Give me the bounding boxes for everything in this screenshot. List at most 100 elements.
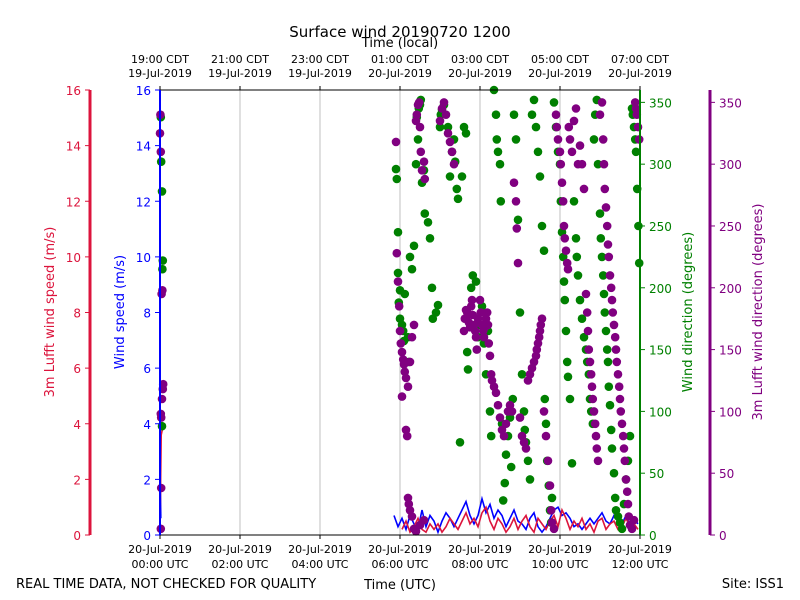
data-point <box>156 157 166 166</box>
data-point <box>493 400 503 410</box>
data-point <box>583 326 593 336</box>
data-point <box>396 339 406 348</box>
data-point <box>607 444 617 453</box>
x-tick-label: 02:00 UTC <box>211 558 268 571</box>
data-point <box>601 326 611 336</box>
data-point <box>498 496 508 505</box>
y-tick-label: 0 <box>143 529 151 543</box>
x-tick-label: 20-Jul-2019 <box>608 543 672 556</box>
y-tick-label: 14 <box>136 140 151 154</box>
y-tick-label: 150 <box>719 344 742 358</box>
data-point <box>600 184 610 194</box>
data-point <box>608 308 618 317</box>
data-point <box>561 246 571 255</box>
data-point <box>561 326 571 336</box>
data-point <box>588 394 598 404</box>
top-tick-label: 19-Jul-2019 <box>208 67 272 80</box>
data-point <box>506 462 516 472</box>
data-point <box>157 394 167 404</box>
data-point <box>604 382 614 392</box>
data-point <box>553 135 563 144</box>
data-point <box>611 345 621 354</box>
data-point <box>156 413 166 422</box>
top-tick-label: 07:00 CDT <box>611 53 669 66</box>
data-point <box>414 98 424 107</box>
data-point <box>392 248 402 258</box>
data-point <box>610 493 620 503</box>
data-point <box>571 104 581 113</box>
data-point <box>552 122 562 132</box>
data-point <box>598 271 608 280</box>
data-point <box>621 475 631 484</box>
data-point <box>598 135 608 144</box>
data-point <box>419 515 429 525</box>
data-point <box>616 407 626 416</box>
data-point <box>560 295 570 305</box>
data-point <box>397 347 407 357</box>
data-point <box>158 379 168 389</box>
data-point <box>519 407 529 416</box>
data-point <box>393 268 403 278</box>
y-tick-label: 150 <box>649 344 672 358</box>
data-point <box>604 252 614 262</box>
data-point <box>605 271 615 280</box>
y-tick-label: 4 <box>143 418 151 432</box>
data-point <box>507 407 517 416</box>
top-tick-label: 20-Jul-2019 <box>528 67 592 80</box>
data-point <box>495 413 505 422</box>
data-point <box>596 234 606 243</box>
data-point <box>627 524 637 534</box>
data-point <box>435 122 445 132</box>
data-point <box>559 221 569 231</box>
data-point <box>609 320 619 330</box>
data-point <box>562 357 572 367</box>
data-point <box>623 499 633 509</box>
data-point <box>400 289 410 299</box>
y-tick-label: 16 <box>66 84 81 98</box>
data-point <box>592 444 602 453</box>
top-tick-label: 23:00 CDT <box>291 53 349 66</box>
data-point <box>564 122 574 132</box>
data-point <box>525 475 535 484</box>
data-point <box>495 159 505 169</box>
data-point <box>483 320 493 330</box>
data-point <box>499 431 509 441</box>
data-series <box>155 85 644 536</box>
data-point <box>453 194 463 204</box>
data-point <box>610 332 620 342</box>
y-tick-label: 300 <box>719 158 742 172</box>
data-point <box>433 300 443 310</box>
data-point <box>587 382 597 392</box>
data-point <box>417 166 427 175</box>
data-point <box>531 122 541 132</box>
data-point <box>571 234 581 243</box>
top-tick-label: 21:00 CDT <box>211 53 269 66</box>
y-tick-label: 10 <box>136 251 151 265</box>
data-point <box>565 135 575 144</box>
chart-title: Surface wind 20190720 1200 <box>289 23 510 41</box>
data-point <box>557 178 567 187</box>
data-point <box>535 172 545 181</box>
data-point <box>589 407 599 416</box>
data-point <box>549 98 559 107</box>
data-point <box>501 419 511 429</box>
data-point <box>493 147 503 157</box>
data-point <box>523 456 533 466</box>
data-point <box>484 339 494 348</box>
data-point <box>563 264 573 274</box>
data-point <box>420 209 430 218</box>
x-tick-label: 10:00 UTC <box>531 558 588 571</box>
site-label: Site: ISS1 <box>722 577 784 592</box>
data-point <box>463 365 473 374</box>
data-point <box>461 129 471 138</box>
top-tick-label: 19-Jul-2019 <box>288 67 352 80</box>
data-point <box>547 493 557 503</box>
data-point <box>569 197 579 206</box>
data-point <box>620 456 630 466</box>
data-point <box>471 277 481 286</box>
data-point <box>509 110 519 119</box>
speed-axis-label: Wind speed (m/s) <box>113 255 128 369</box>
data-point <box>599 289 609 299</box>
data-point <box>591 431 601 441</box>
